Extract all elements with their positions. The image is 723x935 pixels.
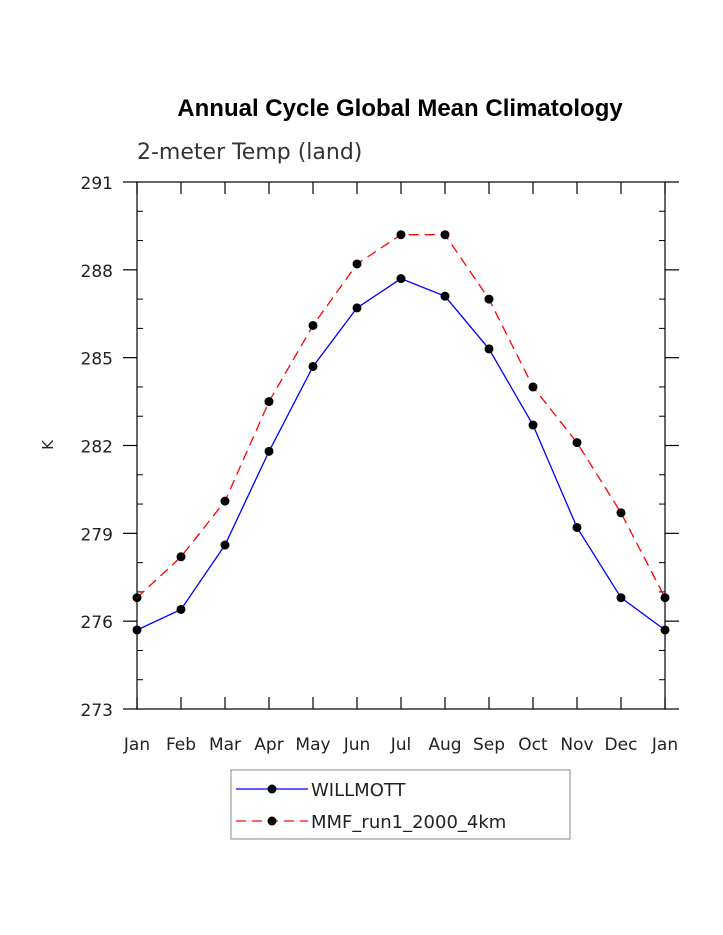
- series-2-point: [616, 508, 626, 518]
- x-tick-label: Mar: [209, 735, 241, 755]
- legend-label-1: WILLMOTT: [311, 780, 407, 801]
- series-2-point: [352, 259, 362, 269]
- series-1-point: [660, 625, 670, 635]
- series-1-point: [308, 361, 318, 371]
- series-group: [132, 230, 670, 635]
- legend: WILLMOTT MMF_run1_2000_4km: [230, 769, 571, 840]
- y-tick-label: 288: [81, 262, 113, 282]
- series-1-point: [616, 593, 626, 603]
- y-tick-label: 285: [81, 350, 113, 370]
- x-tick-label: Apr: [254, 735, 283, 755]
- y-tick-label: 276: [81, 613, 113, 633]
- x-tick-label: Aug: [428, 735, 461, 755]
- series-2-point: [308, 320, 318, 330]
- x-tick-label: Nov: [560, 735, 593, 755]
- x-tick-label: Dec: [605, 735, 638, 755]
- chart-title: Annual Cycle Global Mean Climatology: [177, 95, 623, 122]
- series-1-point: [352, 303, 362, 313]
- plot-frame: [136, 181, 666, 710]
- series-2-point: [440, 230, 450, 240]
- series-1-point: [220, 540, 230, 550]
- series-2-point: [528, 382, 538, 392]
- x-tick-label: Feb: [166, 735, 196, 755]
- legend-marker-2: [267, 816, 277, 826]
- y-tick-label: 273: [81, 701, 113, 721]
- series-2-point: [660, 593, 670, 603]
- y-tick-label: 291: [81, 174, 113, 194]
- legend-box: [230, 769, 571, 840]
- x-tick-label: Oct: [518, 735, 548, 755]
- series-1-point: [572, 522, 582, 532]
- x-tick-label: Jan: [123, 735, 150, 755]
- series-1-point: [176, 604, 186, 614]
- series-2-point: [264, 397, 274, 407]
- series-2-point: [396, 230, 406, 240]
- x-tick-labels: Jan Feb Mar Apr May Jun Jul Aug Sep Oct Nov Dec Jan: [123, 735, 678, 755]
- x-tick-label: Jun: [343, 735, 371, 755]
- chart-subtitle: 2-meter Temp (land): [137, 140, 362, 165]
- series-1-point: [132, 625, 142, 635]
- legend-label-2: MMF_run1_2000_4km: [311, 812, 506, 833]
- series-2-point: [484, 294, 494, 304]
- legend-marker-1: [267, 784, 277, 794]
- series-2-point: [176, 552, 186, 562]
- x-tick-label: Sep: [473, 735, 505, 755]
- y-tick-label: 282: [81, 438, 113, 458]
- series-line-2: [136, 234, 666, 599]
- series-2-point: [132, 593, 142, 603]
- x-tick-label: Jan: [651, 735, 678, 755]
- y-tick-labels: 273 276 279 282 285 288 291: [81, 174, 113, 721]
- y-tick-label: 279: [81, 525, 113, 545]
- series-2-point: [572, 438, 582, 448]
- series-1-point: [484, 344, 494, 354]
- series-line-1: [136, 277, 666, 631]
- series-1-point: [440, 291, 450, 301]
- series-1-point: [396, 274, 406, 284]
- x-tick-label: May: [295, 735, 330, 755]
- y-axis-label: K: [39, 439, 57, 450]
- x-tick-label: Jul: [390, 735, 412, 755]
- series-2-point: [220, 496, 230, 506]
- axis-ticks: [123, 181, 679, 710]
- series-1-point: [264, 446, 274, 456]
- series-1-point: [528, 420, 538, 430]
